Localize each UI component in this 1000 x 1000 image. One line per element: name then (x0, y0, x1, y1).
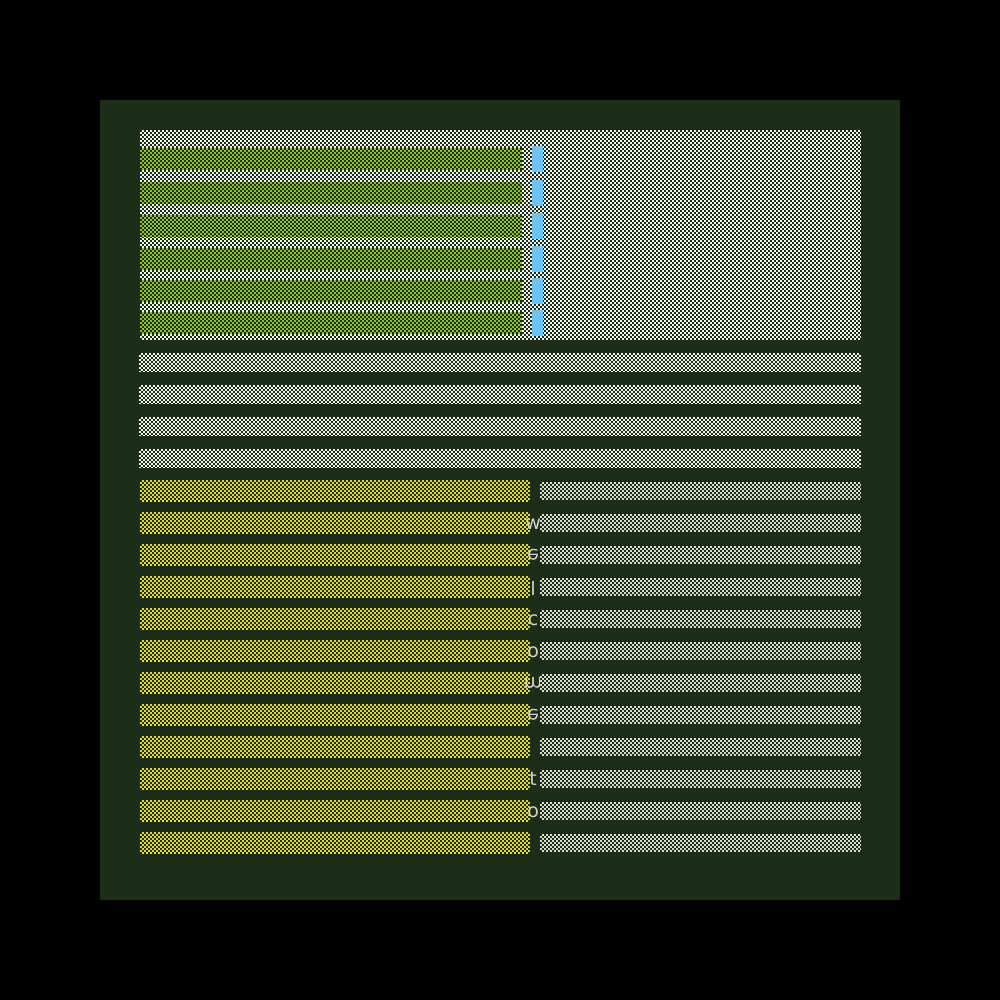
placeholder-bar (139, 449, 861, 468)
yellow-field-bar (140, 672, 530, 694)
row-letter: w (525, 512, 541, 534)
green-progress-bar (140, 215, 522, 237)
white-field-bar (540, 738, 861, 756)
green-progress-bar (140, 280, 522, 302)
white-field-bar (540, 610, 861, 628)
list-item[interactable]: w (100, 512, 900, 534)
row-letter: o (527, 640, 539, 662)
yellow-field-bar (140, 736, 530, 758)
white-field-bar (540, 546, 861, 564)
yellow-field-bar (140, 480, 530, 502)
yellow-field-bar (140, 544, 530, 566)
list-item[interactable]: o (100, 800, 900, 822)
cursor-caret-icon[interactable] (532, 213, 543, 239)
placeholder-bar (139, 417, 861, 436)
yellow-field-bar (140, 832, 530, 854)
row-letter: o (527, 800, 539, 822)
white-field-bar (540, 514, 861, 532)
yellow-field-bar (140, 768, 530, 790)
row-letter: c (527, 608, 539, 630)
white-field-bar (540, 834, 861, 852)
yellow-field-bar (140, 608, 530, 630)
yellow-field-bar (140, 640, 530, 662)
list-item[interactable]: l (100, 576, 900, 598)
cursor-caret-icon[interactable] (532, 278, 543, 304)
green-progress-bar (140, 248, 522, 270)
list-item[interactable]: e (100, 544, 900, 566)
green-progress-rows (140, 130, 861, 340)
list-item[interactable] (100, 832, 900, 854)
white-field-bar (540, 642, 861, 660)
list-item[interactable]: e (100, 704, 900, 726)
yellow-field-bar (140, 800, 530, 822)
yellow-field-bar (140, 512, 530, 534)
list-item[interactable]: m (100, 672, 900, 694)
cursor-caret-icon[interactable] (532, 146, 543, 172)
list-item[interactable]: t (100, 768, 900, 790)
yellow-field-bar (140, 576, 530, 598)
green-progress-bar (140, 148, 522, 170)
list-item[interactable]: c (100, 608, 900, 630)
cursor-caret-icon[interactable] (532, 180, 543, 206)
row-letter: t (529, 768, 537, 790)
white-field-bar (540, 706, 861, 724)
white-field-bar (540, 802, 861, 820)
placeholder-bar (139, 385, 861, 404)
white-field-bar (540, 482, 861, 500)
green-progress-bar (140, 182, 522, 204)
placeholder-bar (139, 353, 861, 372)
white-field-bar (540, 578, 861, 596)
white-field-bar (540, 770, 861, 788)
list-item[interactable] (100, 736, 900, 758)
yellow-field-bar (140, 704, 530, 726)
cursor-caret-icon[interactable] (532, 246, 543, 272)
cursor-caret-icon[interactable] (532, 310, 543, 336)
white-field-bar (540, 674, 861, 692)
list-item[interactable] (100, 480, 900, 502)
green-progress-bar (140, 312, 522, 334)
list-item[interactable]: o (100, 640, 900, 662)
